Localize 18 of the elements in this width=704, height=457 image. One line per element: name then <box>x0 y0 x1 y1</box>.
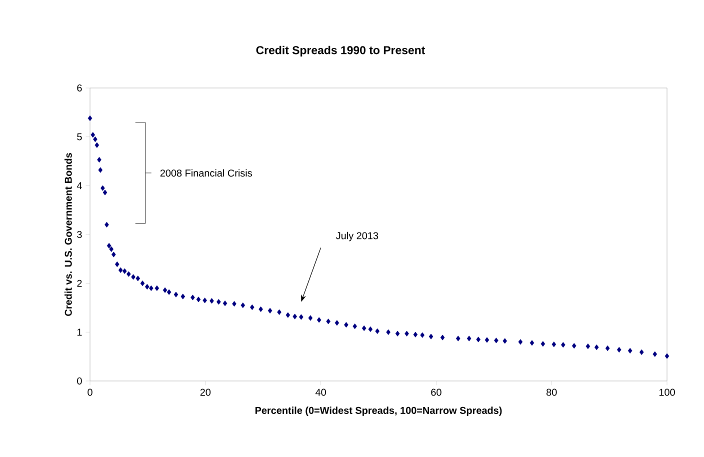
annotation: 2008 Financial Crisis <box>160 169 252 177</box>
y-tick-label: 1 <box>77 328 82 336</box>
annotation: July 2013 <box>336 232 378 242</box>
y-tick-label: 2 <box>77 280 82 287</box>
y-tick-label: 5 <box>77 133 82 140</box>
x-tick-label: 20 <box>200 388 211 396</box>
x-tick-label: 40 <box>316 388 326 396</box>
x-axis-title: Percentile (0=Widest Spreads, 100=Narrow Spreads) <box>255 406 502 416</box>
y-tick-label: 3 <box>77 230 82 238</box>
y-tick-label: 0 <box>77 377 82 385</box>
x-tick-label: 80 <box>546 388 557 396</box>
x-tick-label: 100 <box>659 388 675 396</box>
x-tick-label: 60 <box>431 388 442 396</box>
y-axis-title: Credit vs. U.S. Government Bonds <box>64 153 72 316</box>
x-tick-label: 0 <box>88 388 92 396</box>
y-tick-label: 6 <box>77 84 82 92</box>
chart-title: Credit Spreads 1990 to Present <box>256 46 426 56</box>
y-tick-label: 4 <box>76 182 82 190</box>
